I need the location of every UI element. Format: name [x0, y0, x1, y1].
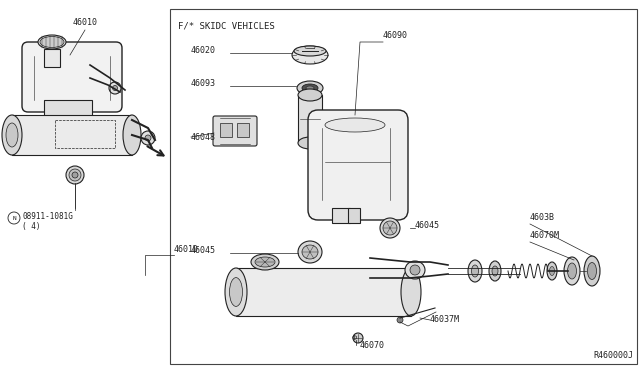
Text: N: N [12, 215, 16, 221]
Ellipse shape [325, 118, 385, 132]
Ellipse shape [72, 172, 78, 178]
Ellipse shape [298, 137, 322, 149]
Ellipse shape [255, 257, 275, 267]
Ellipse shape [489, 261, 501, 281]
Ellipse shape [405, 261, 425, 279]
Text: 4601D: 4601D [174, 245, 199, 254]
Circle shape [353, 333, 363, 343]
Ellipse shape [550, 266, 554, 276]
Ellipse shape [472, 265, 479, 277]
Text: 46090: 46090 [383, 31, 408, 40]
Ellipse shape [66, 166, 84, 184]
Bar [170, 9, 637, 364]
Text: 46070M: 46070M [530, 231, 560, 240]
FancyBboxPatch shape [308, 110, 408, 220]
Circle shape [397, 317, 403, 323]
Ellipse shape [2, 115, 22, 155]
Bar [332, 208, 350, 223]
Text: 46037M: 46037M [430, 315, 460, 324]
Ellipse shape [225, 268, 247, 316]
Ellipse shape [401, 268, 421, 316]
Ellipse shape [230, 278, 243, 307]
Bar [12, 115, 132, 155]
Bar [220, 123, 232, 137]
Text: 46010: 46010 [72, 18, 97, 27]
Ellipse shape [251, 254, 279, 270]
Ellipse shape [302, 84, 318, 92]
Ellipse shape [297, 81, 323, 95]
Text: 46045: 46045 [191, 246, 216, 255]
Text: 46045: 46045 [415, 221, 440, 230]
Text: 46048: 46048 [191, 133, 216, 142]
Ellipse shape [123, 115, 141, 155]
Ellipse shape [298, 89, 322, 101]
Ellipse shape [410, 265, 420, 275]
Ellipse shape [568, 263, 577, 279]
Ellipse shape [468, 260, 482, 282]
Text: F/* SKIDC VEHICLES: F/* SKIDC VEHICLES [178, 21, 275, 30]
FancyBboxPatch shape [22, 42, 122, 112]
Ellipse shape [38, 35, 66, 49]
Text: $\Phi$: $\Phi$ [351, 334, 358, 343]
Ellipse shape [306, 86, 314, 90]
Bar [44, 100, 92, 120]
Ellipse shape [564, 257, 580, 285]
Bar [298, 95, 322, 143]
Ellipse shape [584, 256, 600, 286]
Bar [44, 49, 60, 67]
Ellipse shape [6, 123, 18, 147]
Bar [348, 208, 360, 223]
Bar [237, 123, 249, 137]
Ellipse shape [298, 241, 322, 263]
Text: 46093: 46093 [191, 79, 216, 88]
Circle shape [145, 135, 151, 141]
Ellipse shape [69, 169, 81, 181]
Text: 08911-1081G: 08911-1081G [22, 212, 73, 221]
Ellipse shape [588, 263, 596, 279]
Text: 4603B: 4603B [530, 213, 555, 222]
Ellipse shape [547, 262, 557, 280]
Ellipse shape [380, 218, 400, 238]
Ellipse shape [40, 36, 64, 48]
Bar [236, 268, 411, 316]
Ellipse shape [302, 245, 318, 259]
Ellipse shape [383, 221, 397, 235]
Ellipse shape [294, 46, 326, 56]
Circle shape [113, 86, 118, 90]
FancyBboxPatch shape [213, 116, 257, 146]
Text: 46070: 46070 [360, 341, 385, 350]
Circle shape [109, 82, 121, 94]
Bar [55, 120, 115, 148]
Circle shape [141, 131, 155, 145]
Text: ( 4): ( 4) [22, 221, 40, 231]
Text: 46020: 46020 [191, 46, 216, 55]
Ellipse shape [492, 266, 498, 276]
Ellipse shape [292, 46, 328, 64]
Text: R460000J: R460000J [593, 351, 633, 360]
